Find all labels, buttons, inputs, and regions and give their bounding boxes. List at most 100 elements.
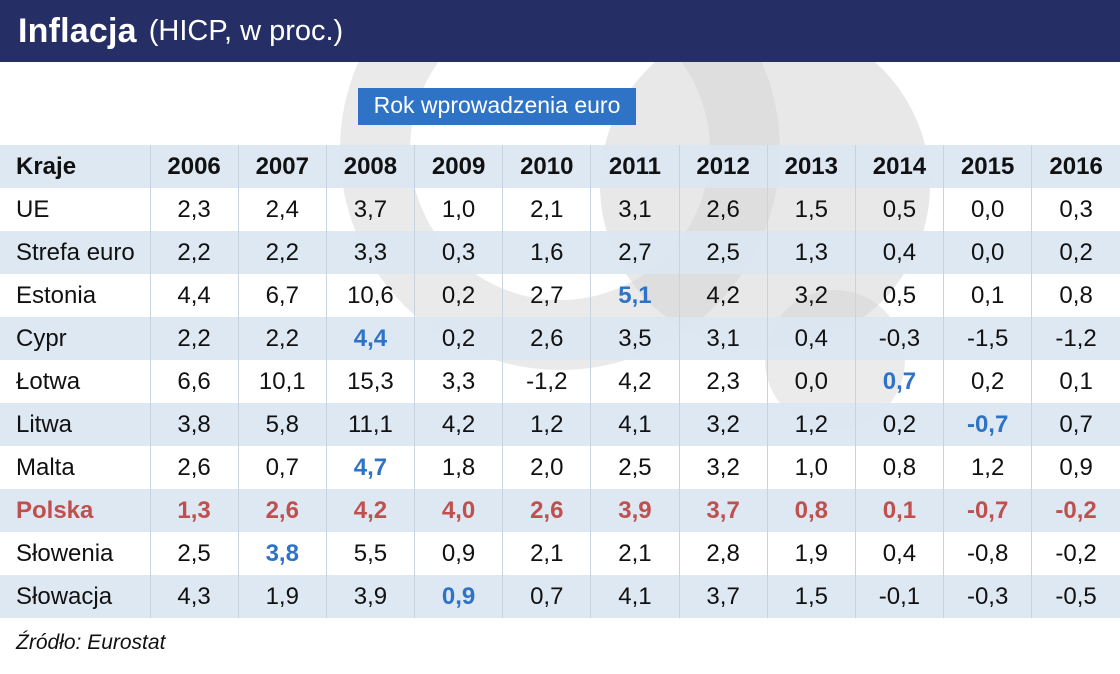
- country-cell: Łotwa: [16, 367, 81, 395]
- table-row-cypr: Cypr 2,2 2,2 4,4 0,2 2,6 3,5 3,1 0,4 -0,3 -1,5 -1,2: [0, 317, 1120, 360]
- table-row-polska: Polska 1,3 2,6 4,2 4,0 2,6 3,9 3,7 0,8 0,1 -0,7 -0,…: [0, 489, 1120, 532]
- value-cell-2009: 0,2: [414, 317, 503, 360]
- value-cell-2008: 4,2: [325, 489, 415, 532]
- source-note: Źródło: Eurostat: [16, 631, 166, 654]
- value-cell-2010: 2,1: [502, 188, 591, 231]
- value-cell-2010: -1,2: [502, 360, 591, 403]
- table-row-łotwa: Łotwa 6,6 10,1 15,3 3,3 -1,2 4,2 2,3 0,0 0,7 0,2 0,…: [0, 360, 1120, 403]
- value-cell-2007: 1,9: [237, 575, 327, 618]
- column-header-2006: 2006: [149, 145, 239, 188]
- value-cell-2011: 3,1: [590, 188, 680, 231]
- value-cell-2006: 2,3: [149, 188, 239, 231]
- value-cell-2012: 3,2: [678, 446, 768, 489]
- value-cell-2015: -1,5: [943, 317, 1032, 360]
- value-cell-2011: 5,1: [590, 274, 680, 317]
- value-cell-2009: 0,9: [414, 575, 503, 618]
- table-row-słowenia: Słowenia 2,5 3,8 5,5 0,9 2,1 2,1 2,8 1,9 0,4 -0,8-…: [0, 532, 1120, 575]
- value-cell-2013: 0,4: [766, 317, 856, 360]
- value-cell-2013: 1,3: [766, 231, 856, 274]
- legend-row: Rok wprowadzenia euro: [0, 88, 1120, 125]
- value-cell-2016: 0,7: [1031, 403, 1120, 446]
- value-cell-2012: 3,1: [678, 317, 768, 360]
- value-cell-2007: 5,8: [237, 403, 327, 446]
- value-cell-2010: 1,2: [502, 403, 591, 446]
- column-header-2016: 2016: [1031, 145, 1120, 188]
- column-header-2011: 2011: [590, 145, 680, 188]
- value-cell-2006: 2,2: [149, 231, 239, 274]
- country-cell: Cypr: [16, 324, 67, 352]
- column-header-2013: 2013: [766, 145, 856, 188]
- value-cell-2007: 3,8: [237, 532, 327, 575]
- value-cell-2014: 0,5: [854, 188, 944, 231]
- value-cell-2006: 2,5: [149, 532, 239, 575]
- value-cell-2014: -0,1: [854, 575, 944, 618]
- value-cell-2010: 2,0: [502, 446, 591, 489]
- value-cell-2015: 0,2: [943, 360, 1032, 403]
- value-cell-2016: 0,8: [1031, 274, 1120, 317]
- value-cell-2013: 0,8: [766, 489, 856, 532]
- table-row-litwa: Litwa 3,8 5,8 11,1 4,2 1,2 4,1 3,2 1,2 0,2 -0,7 0,7: [0, 403, 1120, 446]
- value-cell-2008: 3,3: [325, 231, 415, 274]
- table-row-strefa-euro: Strefa euro 2,2 2,2 3,3 0,3 1,6 2,7 2,5 1,3 0,4 0,…: [0, 231, 1120, 274]
- value-cell-2008: 10,6: [325, 274, 415, 317]
- value-cell-2014: 0,4: [854, 231, 944, 274]
- table-body: UE 2,3 2,4 3,7 1,0 2,1 3,1 2,6 1,5 0,5 0,0 0,3 Stref…: [0, 188, 1120, 618]
- value-cell-2015: -0,3: [943, 575, 1032, 618]
- value-cell-2011: 3,9: [590, 489, 680, 532]
- value-cell-2007: 2,2: [237, 317, 327, 360]
- value-cell-2010: 1,6: [502, 231, 591, 274]
- value-cell-2009: 0,9: [414, 532, 503, 575]
- value-cell-2014: 0,1: [854, 489, 944, 532]
- column-header-2009: 2009: [414, 145, 503, 188]
- country-cell: Litwa: [16, 410, 73, 438]
- value-cell-2007: 10,1: [237, 360, 327, 403]
- value-cell-2016: 0,3: [1031, 188, 1120, 231]
- value-cell-2015: 1,2: [943, 446, 1032, 489]
- value-cell-2009: 3,3: [414, 360, 503, 403]
- value-cell-2016: -0,2: [1031, 489, 1120, 532]
- value-cell-2008: 3,7: [325, 188, 415, 231]
- value-cell-2013: 0,0: [766, 360, 856, 403]
- value-cell-2014: 0,2: [854, 403, 944, 446]
- table-row-estonia: Estonia 4,4 6,7 10,6 0,2 2,7 5,1 4,2 3,2 0,5 0,1 0,…: [0, 274, 1120, 317]
- value-cell-2007: 2,6: [237, 489, 327, 532]
- value-cell-2006: 1,3: [149, 489, 239, 532]
- value-cell-2007: 6,7: [237, 274, 327, 317]
- value-cell-2009: 1,8: [414, 446, 503, 489]
- value-cell-2014: 0,8: [854, 446, 944, 489]
- inflation-table: Kraje 2006 2007 2008 2009 2010 2011 2012 2013 201…: [0, 145, 1120, 618]
- value-cell-2011: 3,5: [590, 317, 680, 360]
- column-header-2007: 2007: [237, 145, 327, 188]
- value-cell-2006: 3,8: [149, 403, 239, 446]
- title-bar: Inflacja (HICP, w proc.): [0, 0, 1120, 62]
- value-cell-2010: 2,6: [502, 489, 591, 532]
- value-cell-2012: 2,5: [678, 231, 768, 274]
- value-cell-2012: 2,6: [678, 188, 768, 231]
- column-header-2008: 2008: [325, 145, 415, 188]
- euro-introduction-year-badge: Rok wprowadzenia euro: [357, 88, 637, 125]
- value-cell-2015: -0,8: [943, 532, 1032, 575]
- column-header-2012: 2012: [678, 145, 768, 188]
- value-cell-2015: -0,7: [943, 403, 1032, 446]
- column-header-2010: 2010: [502, 145, 591, 188]
- value-cell-2013: 1,0: [766, 446, 856, 489]
- value-cell-2013: 1,9: [766, 532, 856, 575]
- value-cell-2011: 4,2: [590, 360, 680, 403]
- value-cell-2006: 2,2: [149, 317, 239, 360]
- column-header-kraje: Kraje: [16, 152, 77, 180]
- value-cell-2015: 0,0: [943, 231, 1032, 274]
- value-cell-2010: 2,7: [502, 274, 591, 317]
- value-cell-2015: 0,0: [943, 188, 1032, 231]
- page-subtitle: (HICP, w proc.): [148, 14, 344, 47]
- value-cell-2008: 4,4: [325, 317, 415, 360]
- value-cell-2015: -0,7: [943, 489, 1032, 532]
- table-row-słowacja: Słowacja 4,3 1,9 3,9 0,9 0,7 4,1 3,7 1,5 -0,1 -0,3…: [0, 575, 1120, 618]
- value-cell-2014: 0,4: [854, 532, 944, 575]
- value-cell-2016: -1,2: [1031, 317, 1120, 360]
- value-cell-2014: -0,3: [854, 317, 944, 360]
- value-cell-2014: 0,5: [854, 274, 944, 317]
- value-cell-2006: 2,6: [149, 446, 239, 489]
- country-cell: Estonia: [16, 281, 97, 309]
- table-header-row: Kraje 2006 2007 2008 2009 2010 2011 2012 2013 201…: [0, 145, 1120, 188]
- column-header-2014: 2014: [854, 145, 944, 188]
